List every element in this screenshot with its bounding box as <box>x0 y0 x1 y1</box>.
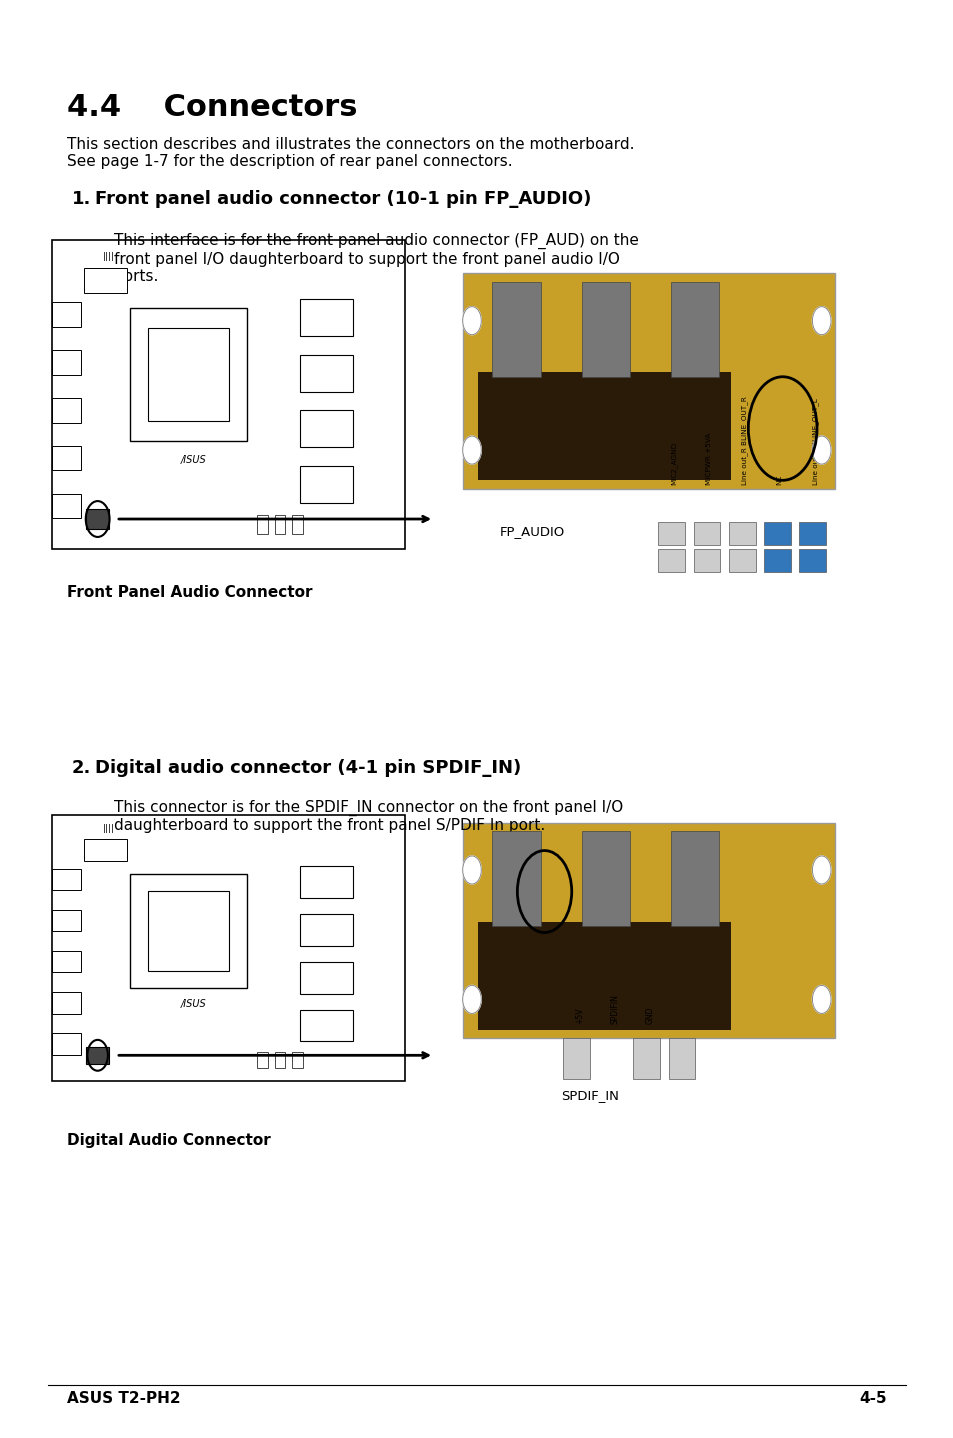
FancyBboxPatch shape <box>299 913 352 946</box>
FancyBboxPatch shape <box>299 1009 352 1041</box>
FancyBboxPatch shape <box>462 273 834 489</box>
FancyBboxPatch shape <box>763 522 790 545</box>
Text: ||||: |||| <box>103 252 114 260</box>
FancyBboxPatch shape <box>658 549 684 572</box>
Circle shape <box>462 306 480 335</box>
FancyBboxPatch shape <box>728 549 755 572</box>
FancyBboxPatch shape <box>492 282 540 377</box>
FancyBboxPatch shape <box>299 355 352 391</box>
FancyBboxPatch shape <box>86 509 109 529</box>
FancyBboxPatch shape <box>799 522 825 545</box>
FancyBboxPatch shape <box>299 962 352 994</box>
FancyBboxPatch shape <box>670 831 719 926</box>
Text: 1.: 1. <box>71 190 91 209</box>
Text: /ISUS: /ISUS <box>181 454 206 464</box>
Text: /ISUS: /ISUS <box>181 999 206 1009</box>
FancyBboxPatch shape <box>799 549 825 572</box>
FancyBboxPatch shape <box>492 831 540 926</box>
Text: MIC2_AGND: MIC2_AGND <box>670 441 677 485</box>
FancyBboxPatch shape <box>763 549 790 572</box>
FancyBboxPatch shape <box>84 267 127 293</box>
FancyBboxPatch shape <box>52 493 81 519</box>
FancyBboxPatch shape <box>299 466 352 503</box>
FancyBboxPatch shape <box>581 831 629 926</box>
FancyBboxPatch shape <box>693 549 720 572</box>
FancyBboxPatch shape <box>562 1038 589 1078</box>
FancyBboxPatch shape <box>52 446 81 470</box>
Text: Line out_L BLINE_OUT_L: Line out_L BLINE_OUT_L <box>811 398 818 485</box>
Text: Digital Audio Connector: Digital Audio Connector <box>67 1133 271 1148</box>
FancyBboxPatch shape <box>658 522 684 545</box>
FancyBboxPatch shape <box>728 522 755 545</box>
FancyBboxPatch shape <box>299 866 352 897</box>
FancyBboxPatch shape <box>130 874 246 988</box>
FancyBboxPatch shape <box>633 1038 659 1078</box>
FancyBboxPatch shape <box>670 282 719 377</box>
FancyBboxPatch shape <box>52 1034 81 1055</box>
Circle shape <box>812 306 830 335</box>
Text: GND: GND <box>645 1007 654 1024</box>
FancyBboxPatch shape <box>293 1053 303 1068</box>
FancyBboxPatch shape <box>52 869 81 890</box>
FancyBboxPatch shape <box>299 410 352 447</box>
Text: This section describes and illustrates the connectors on the motherboard.
See pa: This section describes and illustrates t… <box>67 137 634 170</box>
FancyBboxPatch shape <box>462 823 834 1038</box>
Circle shape <box>462 856 480 884</box>
FancyBboxPatch shape <box>477 922 730 1030</box>
Circle shape <box>812 856 830 884</box>
FancyBboxPatch shape <box>668 1038 695 1078</box>
Text: MICPWR +5VA: MICPWR +5VA <box>705 433 711 485</box>
FancyBboxPatch shape <box>52 815 405 1081</box>
FancyBboxPatch shape <box>257 1053 268 1068</box>
Text: NC: NC <box>776 475 781 485</box>
FancyBboxPatch shape <box>299 299 352 336</box>
FancyBboxPatch shape <box>52 349 81 375</box>
FancyBboxPatch shape <box>52 951 81 972</box>
FancyBboxPatch shape <box>148 328 229 421</box>
FancyBboxPatch shape <box>130 308 246 441</box>
Text: Line out_R BLINE_OUT_R: Line out_R BLINE_OUT_R <box>740 395 747 485</box>
FancyBboxPatch shape <box>52 398 81 423</box>
FancyBboxPatch shape <box>293 515 303 533</box>
FancyBboxPatch shape <box>274 515 285 533</box>
FancyBboxPatch shape <box>477 372 730 480</box>
FancyBboxPatch shape <box>581 282 629 377</box>
Text: Front Panel Audio Connector: Front Panel Audio Connector <box>67 585 312 600</box>
Text: 2.: 2. <box>71 759 91 778</box>
FancyBboxPatch shape <box>257 515 268 533</box>
Text: Digital audio connector (4-1 pin SPDIF_IN): Digital audio connector (4-1 pin SPDIF_I… <box>95 759 521 778</box>
FancyBboxPatch shape <box>52 302 81 326</box>
FancyBboxPatch shape <box>274 1053 285 1068</box>
Circle shape <box>462 436 480 464</box>
FancyBboxPatch shape <box>84 840 127 860</box>
Text: ASUS T2-PH2: ASUS T2-PH2 <box>67 1392 180 1406</box>
Text: This connector is for the SPDIF_IN connector on the front panel I/O
daughterboar: This connector is for the SPDIF_IN conne… <box>114 800 623 833</box>
Text: Front panel audio connector (10-1 pin FP_AUDIO): Front panel audio connector (10-1 pin FP… <box>95 190 591 209</box>
FancyBboxPatch shape <box>148 892 229 971</box>
Text: FP_AUDIO: FP_AUDIO <box>499 525 564 538</box>
Circle shape <box>462 985 480 1014</box>
Circle shape <box>812 436 830 464</box>
FancyBboxPatch shape <box>52 910 81 930</box>
Circle shape <box>812 985 830 1014</box>
Text: SPDIF_IN: SPDIF_IN <box>560 1089 618 1102</box>
Text: This interface is for the front panel audio connector (FP_AUD) on the
front pane: This interface is for the front panel au… <box>114 233 639 283</box>
FancyBboxPatch shape <box>52 992 81 1014</box>
FancyBboxPatch shape <box>86 1047 109 1064</box>
FancyBboxPatch shape <box>52 240 405 549</box>
Text: 4-5: 4-5 <box>859 1392 886 1406</box>
Text: 4.4    Connectors: 4.4 Connectors <box>67 93 357 122</box>
Text: ||||: |||| <box>103 824 114 833</box>
FancyBboxPatch shape <box>693 522 720 545</box>
Text: SPDIFIN: SPDIFIN <box>610 994 618 1024</box>
Text: +5V: +5V <box>575 1008 583 1024</box>
